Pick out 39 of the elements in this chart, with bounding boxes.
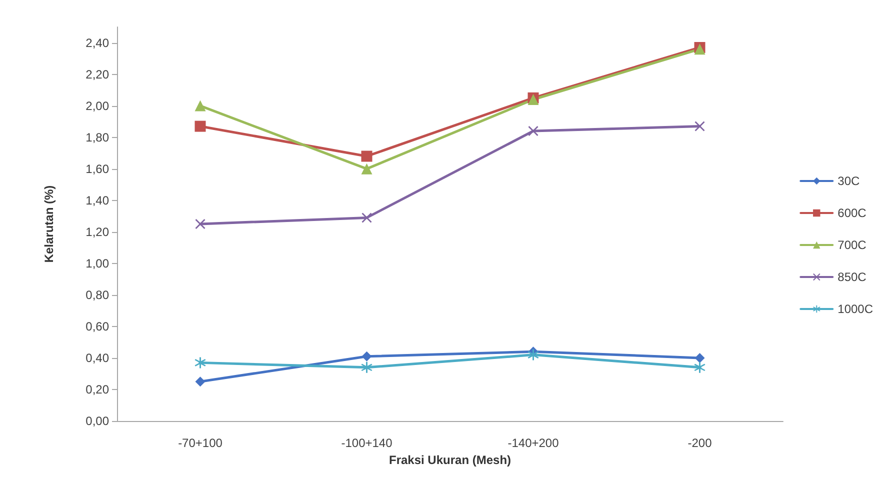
point [195,219,206,229]
y-tick-label: 0,00 [86,414,110,428]
y-tick-label: 0,20 [86,382,110,396]
point [528,126,538,136]
y-tick-label: 0,40 [86,350,110,365]
y-tick-label: 0,60 [86,319,110,334]
legend-label: 600C [838,206,867,220]
x-tick-label: -100+140 [341,436,393,450]
point [362,351,372,362]
point [361,150,372,162]
point [694,352,705,363]
y-axis-title: Kelarutan (%) [42,185,56,263]
y-tick-label: 0,80 [86,288,110,302]
x-tick-label: -140+200 [508,436,560,450]
point [361,163,372,174]
point [361,362,372,373]
x-tick-label: -70+100 [178,436,223,450]
point [194,120,206,132]
y-tick-label: 1,80 [86,130,110,144]
point [694,362,706,373]
x-tick-label: -200 [688,436,712,450]
legend-label: 1000C [838,302,874,316]
y-tick-label: 1,40 [86,193,110,208]
point [362,212,372,223]
y-tick-label: 2,00 [86,98,110,113]
point [194,357,206,368]
y-tick-label: 2,40 [86,36,110,50]
y-tick-label: 1,00 [86,256,110,270]
y-tick-label: 1,60 [86,162,110,176]
y-tick-label: 2,20 [86,67,110,82]
legend-label: 700C [838,238,867,252]
x-axis-title: Fraksi Ukuran (Mesh) [388,452,512,467]
point [194,100,206,112]
legend-label: 850C [838,270,867,284]
legend-label: 30C [838,174,860,188]
point [528,349,539,360]
point [195,376,206,387]
y-tick-label: 1,20 [86,224,110,239]
point [694,121,705,132]
